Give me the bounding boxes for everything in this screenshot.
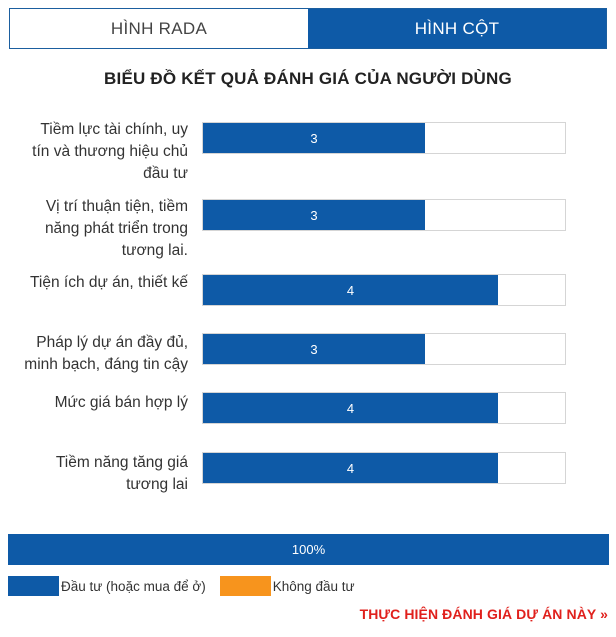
summary-percent-bar: 100% bbox=[8, 534, 609, 565]
bar: 4 bbox=[203, 393, 498, 423]
tab-radar-chart[interactable]: HÌNH RADA bbox=[10, 9, 308, 48]
bar-value-label: 4 bbox=[346, 400, 355, 416]
legend-item-invest: Đầu tư (hoặc mua để ở) bbox=[8, 576, 206, 596]
category-label-line: Pháp lý dự án đầy đủ, bbox=[36, 334, 188, 351]
bar-track: 3 bbox=[202, 122, 566, 154]
legend-label-invest: Đầu tư (hoặc mua để ở) bbox=[61, 578, 206, 594]
bar-track: 3 bbox=[202, 333, 566, 365]
category-label-line: Vị trí thuận tiện, tiềm bbox=[45, 198, 188, 215]
summary-percent-label: 100% bbox=[291, 542, 326, 557]
rate-project-link[interactable]: THỰC HIỆN ĐÁNH GIÁ DỰ ÁN NÀY » bbox=[359, 606, 608, 622]
chart-type-tabs: HÌNH RADA HÌNH CỘT bbox=[9, 8, 607, 49]
tab-bar-chart[interactable]: HÌNH CỘT bbox=[308, 9, 606, 48]
bar: 4 bbox=[203, 453, 498, 483]
category-label-line: minh bạch, đáng tin cậy bbox=[24, 356, 188, 373]
category-label-line: tương lai bbox=[126, 476, 188, 493]
category-label-line: Tiềm năng tăng giá bbox=[55, 454, 188, 471]
category-label-line: Tiện ích dự án, thiết kế bbox=[30, 274, 188, 291]
bar: 3 bbox=[203, 123, 425, 153]
legend-swatch-invest bbox=[8, 576, 59, 596]
bar-value-label: 3 bbox=[310, 341, 318, 357]
category-label-line: đầu tư bbox=[143, 165, 188, 182]
category-label: Mức giá bán hợp lý bbox=[0, 392, 188, 414]
category-label: Tiềm năng tăng giá tương lai bbox=[0, 452, 188, 496]
bar-track: 4 bbox=[202, 392, 566, 424]
chart-title: BIỂU ĐỒ KẾT QUẢ ĐÁNH GIÁ CỦA NGƯỜI DÙNG bbox=[104, 69, 512, 88]
category-label-line: tương lai. bbox=[121, 242, 188, 259]
category-label-line: tín và thương hiệu chủ bbox=[32, 143, 188, 160]
category-label: Tiện ích dự án, thiết kế bbox=[0, 272, 188, 294]
category-label: Vị trí thuận tiện, tiềm năng phát triển t… bbox=[0, 196, 188, 262]
bar: 3 bbox=[203, 334, 425, 364]
category-label: Pháp lý dự án đầy đủ, minh bạch, đáng tin… bbox=[0, 332, 188, 376]
bar-value-label: 3 bbox=[310, 207, 318, 223]
legend: Đầu tư (hoặc mua để ở) Không đầu tư bbox=[8, 576, 355, 596]
category-label-line: Mức giá bán hợp lý bbox=[54, 394, 188, 411]
bar-track: 4 bbox=[202, 274, 566, 306]
legend-item-not-invest: Không đầu tư bbox=[219, 576, 355, 596]
bar-value-label: 3 bbox=[310, 130, 318, 146]
legend-label-not-invest: Không đầu tư bbox=[272, 578, 355, 594]
category-label-line: Tiềm lực tài chính, uy bbox=[40, 121, 188, 138]
bar-track: 4 bbox=[202, 452, 566, 484]
category-label: Tiềm lực tài chính, uy tín và thương hiệu… bbox=[0, 119, 188, 185]
legend-swatch-not-invest bbox=[219, 576, 271, 596]
bar: 4 bbox=[203, 275, 498, 305]
bar-track: 3 bbox=[202, 199, 566, 231]
bar-value-label: 4 bbox=[346, 282, 355, 298]
category-label-line: năng phát triển trong bbox=[44, 220, 188, 237]
bar: 3 bbox=[203, 200, 425, 230]
bar-value-label: 4 bbox=[346, 460, 355, 476]
